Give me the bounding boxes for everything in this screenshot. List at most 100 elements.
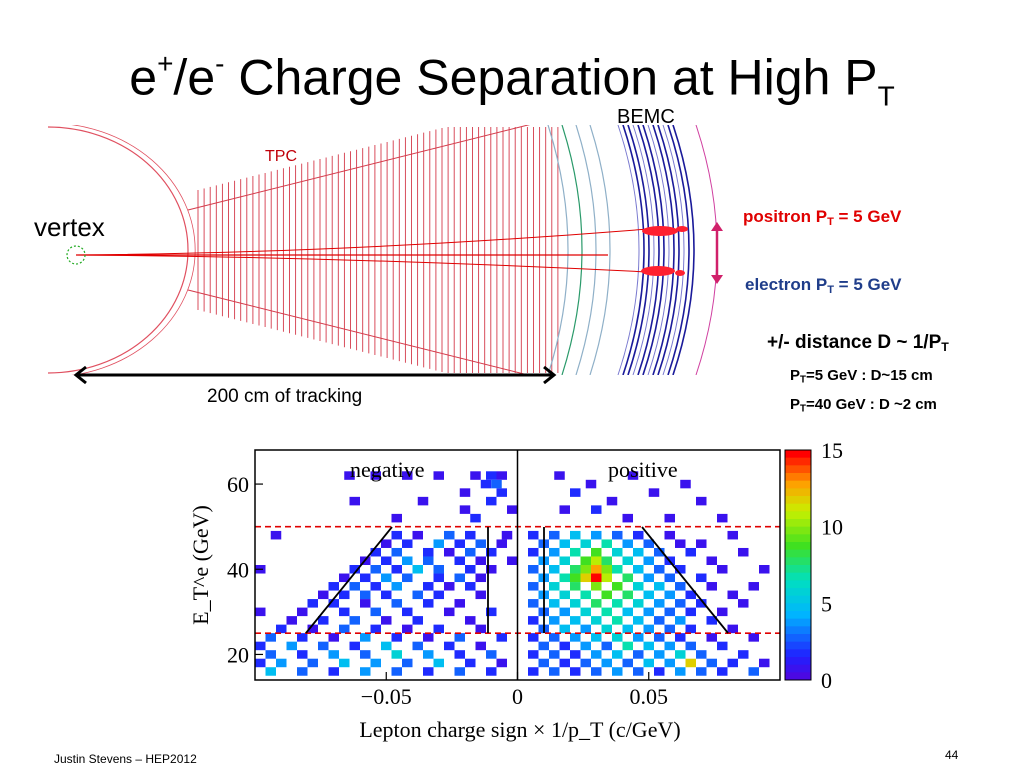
heatmap-cell <box>643 590 654 600</box>
heatmap-cell <box>402 624 413 634</box>
heatmap-cell <box>591 633 602 642</box>
heatmap-cell <box>570 582 581 591</box>
heatmap-cell <box>664 641 675 651</box>
heatmap-cell <box>349 616 360 625</box>
heatmap-cell <box>664 573 675 583</box>
heatmap-cell <box>459 505 471 514</box>
bemc-arc <box>667 125 690 375</box>
colorbar-segment <box>785 465 811 474</box>
heatmap-cell <box>748 582 759 591</box>
heatmap-cell <box>643 658 654 668</box>
x-tick-label: −0.05 <box>361 684 412 709</box>
heatmap-cell <box>727 624 738 634</box>
heatmap-cell <box>433 573 444 583</box>
heatmap-cell <box>654 547 665 557</box>
heatmap-cell <box>381 556 392 565</box>
heatmap-cell <box>648 488 660 497</box>
heatmap-cell <box>549 633 560 642</box>
colorbar-segment <box>785 649 811 658</box>
bemc-arc <box>627 125 650 375</box>
heatmap-cell <box>459 488 471 497</box>
heatmap-cell <box>265 667 276 676</box>
heatmap-cell <box>601 565 612 574</box>
heatmap-cell <box>612 633 623 642</box>
tracking-length-arrow <box>73 365 557 385</box>
heatmap-cell <box>591 547 602 557</box>
heatmap-cell <box>370 547 381 557</box>
colorbar-segment <box>785 534 811 543</box>
heatmap-cell <box>654 582 665 591</box>
heatmap-cell <box>633 565 644 574</box>
colorbar-segment <box>785 511 811 520</box>
heatmap-cell <box>528 667 539 676</box>
heatmap-cell <box>549 547 560 557</box>
heatmap-cell <box>675 582 686 591</box>
heatmap-cell <box>685 607 696 617</box>
heatmap-cell <box>591 650 602 659</box>
heatmap-cell <box>570 667 581 676</box>
colorbar-segment <box>785 641 811 650</box>
heatmap-cell <box>633 547 644 557</box>
heatmap-cell <box>675 565 686 574</box>
heatmap-cell <box>633 582 644 591</box>
heatmap-cell <box>717 641 728 651</box>
heatmap-cell <box>633 616 644 625</box>
heatmap-cell <box>402 573 413 583</box>
heatmap-cell <box>307 624 318 634</box>
positron-label: positron PT = 5 GeV <box>743 207 902 228</box>
heatmap-cell <box>633 667 644 676</box>
heatmap-cell <box>580 590 591 600</box>
heatmap-cells <box>255 471 770 676</box>
heatmap-cell <box>622 513 633 523</box>
heatmap-cell <box>549 599 560 608</box>
heatmap-cell <box>307 658 318 668</box>
heatmap-cell <box>402 539 413 548</box>
heatmap-cell <box>465 547 476 557</box>
bemc-arc <box>637 125 660 375</box>
heatmap-cell <box>360 599 371 608</box>
heatmap-cell <box>622 641 633 651</box>
electron-track <box>75 254 649 273</box>
colorbar-segment <box>785 603 811 612</box>
heatmap-cell <box>549 565 560 574</box>
tpc-sector-edge <box>187 289 531 375</box>
heatmap-cell <box>339 607 350 617</box>
heatmap-cell <box>654 667 665 676</box>
heatmap-cell <box>370 658 381 668</box>
bemc-label: BEMC <box>617 106 675 128</box>
heatmap-cell <box>528 599 539 608</box>
heatmap-cell <box>339 590 350 600</box>
heatmap-cell <box>528 530 539 540</box>
heatmap-cell <box>444 582 455 591</box>
heatmap-cell <box>580 607 591 617</box>
heatmap-cell <box>591 599 602 608</box>
heatmap-cell <box>528 565 539 574</box>
heatmap-cell <box>591 530 602 540</box>
heatmap-cell <box>696 599 707 608</box>
heatmap-cell <box>738 599 749 608</box>
tracking-length-label: 200 cm of tracking <box>207 386 363 407</box>
heatmap-cell <box>685 547 696 557</box>
heatmap-cell <box>696 539 707 548</box>
heatmap-cell <box>433 658 444 668</box>
heatmap-cell <box>412 565 423 574</box>
heatmap-cell <box>454 667 465 676</box>
heatmap-cell <box>470 471 481 480</box>
colorbar-tick-label: 5 <box>821 591 832 616</box>
bemc-arc <box>617 125 640 375</box>
colorbar-segment <box>785 565 811 574</box>
heatmap-cell <box>276 624 287 634</box>
magnet-arc <box>561 125 583 375</box>
heatmap-cell <box>696 667 707 676</box>
colorbar-segment <box>785 526 811 535</box>
heatmap-cell <box>475 624 486 634</box>
heatmap-cell <box>580 565 591 574</box>
heatmap-cell <box>601 607 612 617</box>
heatmap-cell <box>612 599 623 608</box>
heatmap-cell <box>486 496 497 506</box>
heatmap-cell <box>738 650 749 659</box>
heatmap-cell <box>475 556 486 565</box>
magnet-arc <box>547 125 569 375</box>
heatmap-cell <box>706 556 717 565</box>
colorbar-segment <box>785 580 811 589</box>
